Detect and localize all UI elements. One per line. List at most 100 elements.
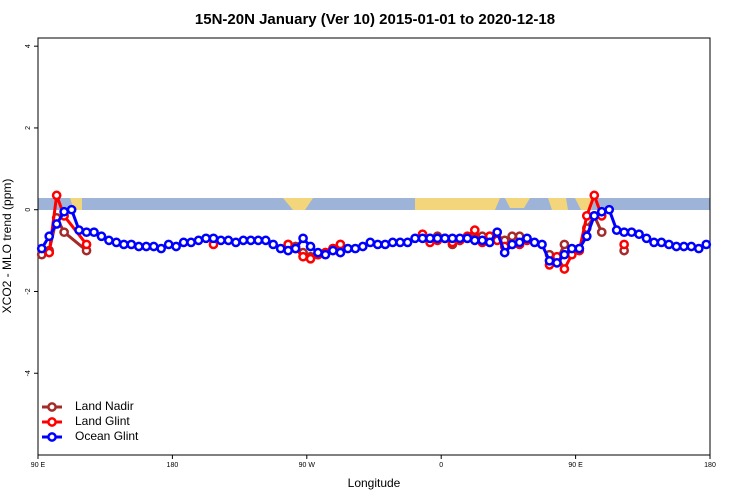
x-tick-label: 180 <box>167 462 179 469</box>
x-tick-label: 90 W <box>299 462 316 469</box>
data-point <box>96 231 107 242</box>
data-point <box>298 233 308 244</box>
data-point <box>133 241 144 252</box>
data-point <box>208 233 219 244</box>
data-point <box>305 253 316 264</box>
data-point <box>701 239 712 250</box>
data-point <box>163 239 174 250</box>
data-point <box>81 227 92 238</box>
data-point <box>596 227 607 238</box>
data-point <box>350 243 361 254</box>
data-point <box>81 239 92 250</box>
data-point <box>611 225 622 235</box>
data-point <box>552 258 562 268</box>
data-point <box>574 243 585 254</box>
data-point <box>141 241 152 252</box>
data-point <box>216 235 226 246</box>
data-point <box>432 233 443 244</box>
data-point <box>119 239 129 250</box>
data-point <box>178 237 189 248</box>
data-point <box>477 235 488 246</box>
data-point <box>417 233 428 244</box>
x-tick-label: 0 <box>439 462 443 469</box>
data-point <box>104 235 114 246</box>
data-point <box>59 227 69 238</box>
legend-label: Land Glint <box>75 414 130 428</box>
data-point <box>148 241 159 252</box>
data-point <box>686 241 697 252</box>
data-point <box>36 243 47 254</box>
data-point <box>537 239 547 250</box>
data-point <box>156 243 167 254</box>
series-line <box>40 207 707 265</box>
data-point <box>447 233 458 244</box>
data-point <box>357 241 368 252</box>
data-point <box>305 241 316 252</box>
data-point <box>634 229 644 240</box>
y-tick-label: 0 <box>25 208 32 212</box>
data-point <box>484 237 495 248</box>
legend-label: Land Nadir <box>75 399 134 413</box>
data-point <box>89 227 99 238</box>
x-tick-label: 90 E <box>568 462 583 469</box>
data-point <box>186 237 196 248</box>
data-point <box>455 233 465 244</box>
data-point <box>671 241 682 252</box>
data-point <box>567 243 577 254</box>
data-point <box>619 227 629 238</box>
data-point <box>679 241 689 252</box>
legend-marker <box>47 432 57 442</box>
data-point <box>596 206 607 217</box>
data-point <box>260 235 271 246</box>
data-point <box>559 264 570 274</box>
data-point <box>51 219 62 229</box>
data-point <box>335 247 346 258</box>
data-point <box>238 235 249 246</box>
data-point <box>544 255 555 266</box>
data-point <box>664 239 674 250</box>
data-point <box>693 243 704 254</box>
data-point <box>499 247 510 258</box>
data-point <box>626 227 637 238</box>
data-point <box>589 210 600 221</box>
data-point <box>126 239 137 250</box>
data-point <box>469 235 480 246</box>
y-tick-label: -2 <box>25 288 32 294</box>
legend-marker <box>47 402 57 412</box>
data-point <box>656 237 667 248</box>
data-point <box>283 245 293 256</box>
data-point <box>387 237 398 248</box>
data-point <box>425 233 435 244</box>
data-point <box>313 247 323 258</box>
data-point <box>201 233 211 244</box>
data-point <box>395 237 405 248</box>
data-point <box>619 239 629 250</box>
data-point <box>372 239 383 250</box>
data-point <box>492 227 503 238</box>
y-tick-label: 4 <box>25 44 32 48</box>
data-point <box>66 204 77 215</box>
data-point <box>343 243 353 254</box>
data-point <box>507 239 517 250</box>
data-point <box>507 231 517 242</box>
data-point <box>320 249 331 260</box>
data-point <box>245 235 256 246</box>
land-map-strip <box>38 198 710 210</box>
data-point <box>335 239 346 250</box>
y-tick-label: 2 <box>25 126 32 130</box>
data-point <box>111 237 122 248</box>
data-point <box>410 233 420 244</box>
data-point <box>559 239 570 250</box>
data-point <box>380 239 391 250</box>
data-point <box>462 233 473 244</box>
data-point <box>529 237 540 248</box>
data-point <box>253 235 264 246</box>
y-axis-label: XCO2 - MLO trend (ppm) <box>0 179 14 314</box>
data-point <box>581 210 592 221</box>
data-point <box>328 245 338 256</box>
data-point <box>365 237 376 248</box>
x-tick-label: 180 <box>704 462 716 469</box>
data-point <box>193 235 204 246</box>
x-tick-label: 90 E <box>31 462 46 469</box>
